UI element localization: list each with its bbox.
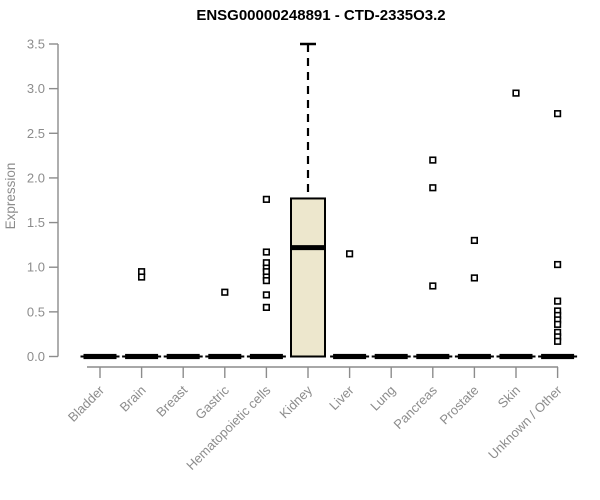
box-collapsed xyxy=(208,353,242,360)
outlier-point xyxy=(262,195,271,203)
x-tick-label: Lung xyxy=(367,383,398,414)
box-collapsed xyxy=(499,353,533,360)
x-tick-label: Skin xyxy=(495,383,523,411)
outlier-point xyxy=(553,297,562,305)
y-tick-label: 1.0 xyxy=(27,260,45,275)
box-collapsed xyxy=(125,353,159,360)
x-tick-label: Bladder xyxy=(65,382,108,425)
outlier-point xyxy=(553,320,562,328)
x-tick-label: Unknown / Other xyxy=(485,382,565,462)
outlier-point xyxy=(262,248,271,256)
box-collapsed xyxy=(83,353,117,360)
y-tick-label: 1.5 xyxy=(27,215,45,230)
x-tick-label: Liver xyxy=(326,382,357,413)
outlier-point xyxy=(512,89,520,97)
y-tick-label: 3.5 xyxy=(27,37,45,52)
outlier-point xyxy=(262,277,271,285)
box-collapsed xyxy=(541,353,575,360)
x-tick-label: Breast xyxy=(153,382,190,419)
outlier-point xyxy=(262,303,271,311)
outlier-point xyxy=(429,282,437,290)
x-tick-label: Prostate xyxy=(437,383,482,428)
x-tick-label: Pancreas xyxy=(390,382,440,432)
box-collapsed xyxy=(249,353,283,360)
chart-marks: 0.0 0.5 1.0 1.5 2.0 2.5 3.0 3.5 Bladder Brain Brea… xyxy=(27,37,578,473)
outlier-point xyxy=(345,250,354,258)
y-tick-label: 2.5 xyxy=(27,126,45,141)
outlier-point xyxy=(553,260,562,269)
y-tick-label: 2.0 xyxy=(27,170,45,185)
x-tick-label: Kidney xyxy=(276,382,315,421)
box xyxy=(290,197,326,358)
outlier-point xyxy=(553,337,562,345)
box-collapsed xyxy=(457,353,491,360)
chart-title: ENSG00000248891 - CTD-2335O3.2 xyxy=(196,7,445,24)
box-collapsed xyxy=(374,353,408,360)
y-tick-label: 0.5 xyxy=(27,304,45,319)
y-axis-label: Expression xyxy=(3,163,18,230)
box-collapsed xyxy=(333,353,367,360)
outlier-point xyxy=(553,110,562,118)
outlier-point xyxy=(470,236,479,245)
outlier-point xyxy=(138,273,146,281)
outlier-point xyxy=(221,288,229,296)
outlier-point xyxy=(429,184,437,192)
box-collapsed xyxy=(416,353,450,360)
x-tick-label: Brain xyxy=(117,383,149,415)
x-tick-label: Gastric xyxy=(192,382,232,422)
y-tick-label: 3.0 xyxy=(27,81,45,96)
outlier-point xyxy=(470,274,479,282)
outlier-point xyxy=(429,156,437,164)
y-tick-label: 0.0 xyxy=(27,349,45,364)
box-collapsed xyxy=(166,353,200,360)
outlier-point xyxy=(262,291,271,299)
